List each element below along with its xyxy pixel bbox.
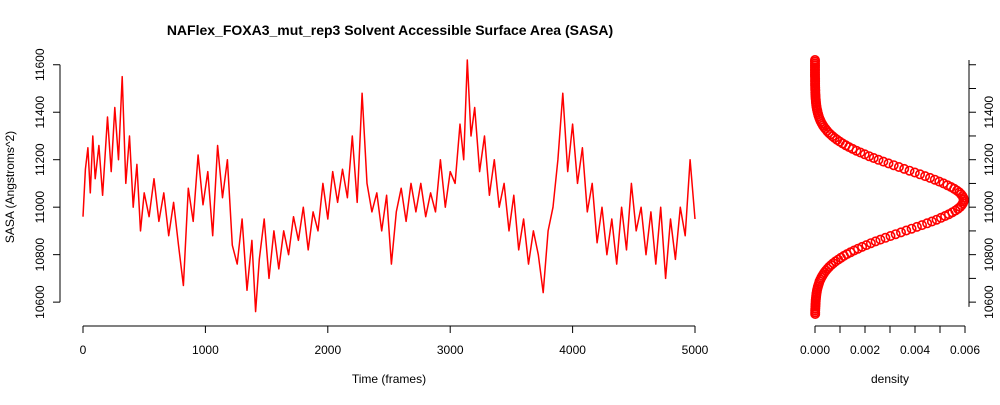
density-y-tick-label: 11400: [982, 96, 996, 129]
density-y-tick-label: 10600: [982, 285, 996, 319]
density-x-axis-label: density: [871, 372, 909, 386]
density-series: [809, 54, 969, 319]
density-y-tick-label: 11000: [982, 191, 996, 224]
density-point: [893, 162, 904, 173]
density-point: [868, 153, 879, 164]
density-point: [929, 174, 940, 185]
main-x-tick-label: 3000: [437, 343, 464, 357]
density-point: [906, 223, 917, 234]
main-x-axis-label: Time (frames): [352, 372, 426, 386]
main-y-tick-label: 10600: [33, 285, 47, 319]
density-point: [909, 167, 920, 178]
density-point: [922, 218, 933, 229]
density-x-tick-label: 0.004: [900, 343, 930, 357]
density-y-axis: 10600 10800 11000 11200 11400: [968, 60, 996, 319]
main-x-axis: 0 1000 2000 3000 4000 5000: [80, 325, 709, 357]
density-point: [870, 236, 881, 247]
main-y-tick-label: 11600: [33, 48, 47, 81]
density-x-tick-label: 0.002: [850, 343, 880, 357]
density-point: [895, 227, 906, 238]
main-x-tick-label: 4000: [559, 343, 586, 357]
density-point: [911, 221, 922, 232]
density-point: [914, 169, 925, 180]
density-point: [878, 156, 889, 167]
density-point: [875, 234, 886, 245]
density-point: [904, 165, 915, 176]
density-point: [888, 160, 899, 171]
main-x-tick-label: 0: [80, 343, 87, 357]
main-y-tick-label: 11000: [33, 191, 47, 224]
main-x-tick-label: 5000: [682, 343, 709, 357]
density-point: [809, 54, 820, 65]
density-point: [934, 176, 945, 187]
density-x-axis: 0.000 0.002 0.004 0.006: [800, 325, 980, 357]
density-point: [861, 240, 872, 251]
density-x-tick-label: 0.000: [800, 343, 830, 357]
density-point: [926, 216, 937, 227]
main-y-tick-label: 11400: [33, 96, 47, 129]
density-point: [873, 154, 884, 165]
density-point: [880, 232, 891, 243]
main-y-axis: 10600 10800 11000 11200 11400 11600: [33, 48, 61, 319]
density-point: [899, 163, 910, 174]
density-point: [920, 171, 931, 182]
density-point: [883, 158, 894, 169]
main-x-tick-label: 2000: [314, 343, 341, 357]
main-plot: 10600 10800 11000 11200 11400 11600 0 1000 2000…: [33, 48, 709, 357]
chart-title: NAFlex_FOXA3_mut_rep3 Solvent Accessible…: [167, 22, 613, 38]
sasa-series-line: [82, 59, 696, 313]
main-y-tick-label: 10800: [33, 238, 47, 272]
density-y-tick-label: 11200: [982, 143, 996, 176]
main-y-axis-label: SASA (Angstroms^2): [3, 131, 17, 243]
density-point: [890, 229, 901, 240]
density-point: [916, 220, 927, 231]
density-point: [865, 238, 876, 249]
density-y-tick-label: 10800: [982, 238, 996, 272]
main-x-tick-label: 1000: [192, 343, 219, 357]
main-y-tick-label: 11200: [33, 143, 47, 176]
density-x-tick-label: 0.006: [950, 343, 980, 357]
density-point: [901, 225, 912, 236]
density-point: [885, 231, 896, 242]
density-point: [924, 172, 935, 183]
